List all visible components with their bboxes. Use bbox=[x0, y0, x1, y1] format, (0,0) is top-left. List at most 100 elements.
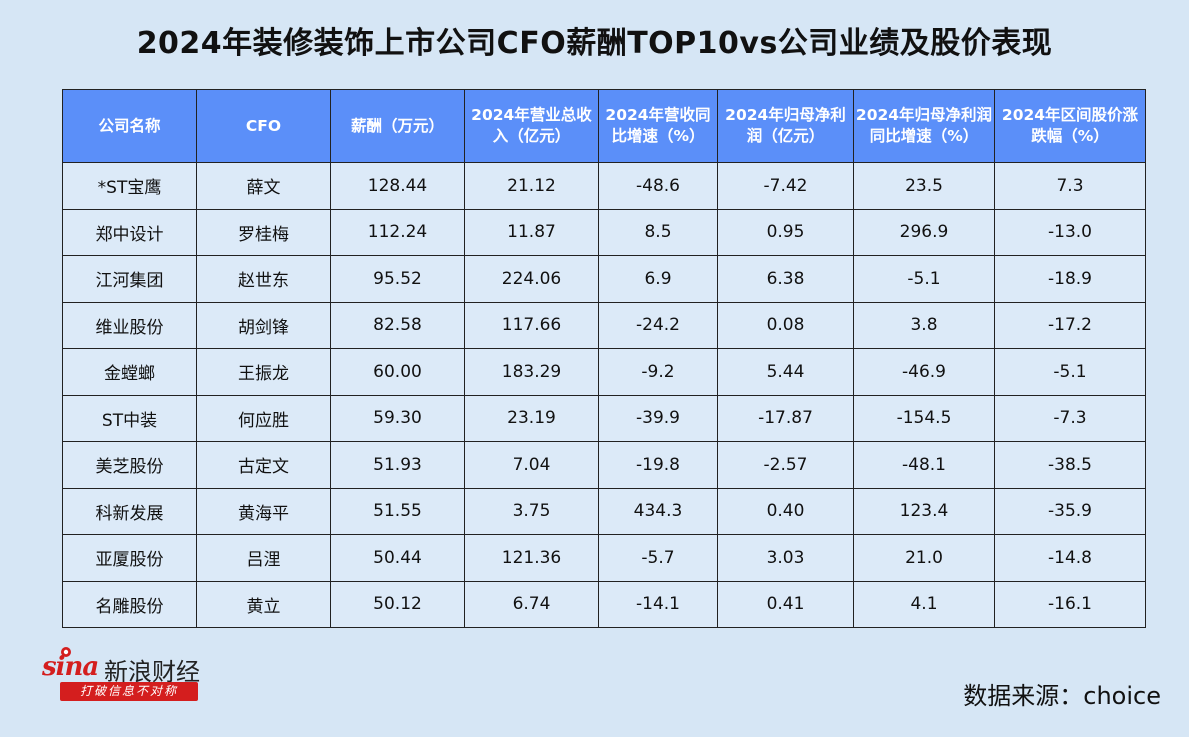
table-cell: 117.66 bbox=[464, 301, 599, 349]
table-cell: 50.12 bbox=[330, 580, 465, 628]
table-cell: 434.3 bbox=[598, 487, 718, 535]
table-cell: 51.93 bbox=[330, 441, 465, 489]
table-cell: 123.4 bbox=[853, 487, 995, 535]
table-row: ST中装 何应胜 59.30 23.19 -39.9 -17.87 -154.5 -7.3 bbox=[62, 394, 1146, 442]
table-row: 美芝股份 古定文 51.93 7.04 -19.8 -2.57 -48.1 -38.5 bbox=[62, 441, 1146, 489]
table-row: 科新发展 黄海平 51.55 3.75 434.3 0.40 123.4 -35.9 bbox=[62, 487, 1146, 535]
logo-brand-text: sina bbox=[42, 652, 99, 682]
table-row: 江河集团 赵世东 95.52 224.06 6.9 6.38 -5.1 -18.9 bbox=[62, 255, 1146, 303]
table-cell: -5.1 bbox=[994, 348, 1146, 396]
table-cell: 0.40 bbox=[717, 487, 854, 535]
table-cell: 0.95 bbox=[717, 208, 854, 256]
table-cell: -5.1 bbox=[853, 255, 995, 303]
table-header-row: 公司名称 CFO 薪酬（万元） 2024年营业总收入（亿元） 2024年营收同比增速（%… bbox=[62, 89, 1146, 163]
table-cell: 何应胜 bbox=[196, 394, 331, 442]
table-cell: -48.6 bbox=[598, 162, 718, 210]
table-cell: 维业股份 bbox=[62, 301, 197, 349]
table-cell: 51.55 bbox=[330, 487, 465, 535]
table-row: 维业股份 胡剑锋 82.58 117.66 -24.2 0.08 3.8 -17.2 bbox=[62, 301, 1146, 349]
column-header: 2024年归母净利润（亿元） bbox=[717, 89, 854, 163]
column-header: 2024年归母净利润同比增速（%） bbox=[853, 89, 995, 163]
column-header: 2024年营业总收入（亿元） bbox=[464, 89, 599, 163]
table-cell: 0.41 bbox=[717, 580, 854, 628]
table-cell: 王振龙 bbox=[196, 348, 331, 396]
table-cell: 128.44 bbox=[330, 162, 465, 210]
table-cell: 古定文 bbox=[196, 441, 331, 489]
table-cell: -17.87 bbox=[717, 394, 854, 442]
sina-eye-icon bbox=[61, 647, 71, 657]
table-cell: 吕浬 bbox=[196, 534, 331, 582]
table-cell: 60.00 bbox=[330, 348, 465, 396]
table-cell: -14.1 bbox=[598, 580, 718, 628]
table-cell: 95.52 bbox=[330, 255, 465, 303]
table-cell: 名雕股份 bbox=[62, 580, 197, 628]
table-cell: 82.58 bbox=[330, 301, 465, 349]
table-cell: -35.9 bbox=[994, 487, 1146, 535]
table-cell: 6.74 bbox=[464, 580, 599, 628]
table-cell: 7.04 bbox=[464, 441, 599, 489]
table-cell: 5.44 bbox=[717, 348, 854, 396]
table-cell: *ST宝鹰 bbox=[62, 162, 197, 210]
table-cell: 7.3 bbox=[994, 162, 1146, 210]
data-source-note: 数据来源：choice bbox=[963, 682, 1161, 710]
table-cell: 0.08 bbox=[717, 301, 854, 349]
table-cell: -17.2 bbox=[994, 301, 1146, 349]
table-cell: -9.2 bbox=[598, 348, 718, 396]
table-row: 金螳螂 王振龙 60.00 183.29 -9.2 5.44 -46.9 -5.1 bbox=[62, 348, 1146, 396]
table-cell: 296.9 bbox=[853, 208, 995, 256]
table-cell: 胡剑锋 bbox=[196, 301, 331, 349]
table-cell: 黄立 bbox=[196, 580, 331, 628]
column-header: 2024年区间股价涨跌幅（%） bbox=[994, 89, 1146, 163]
table-cell: -24.2 bbox=[598, 301, 718, 349]
table-cell: 183.29 bbox=[464, 348, 599, 396]
table-cell: -13.0 bbox=[994, 208, 1146, 256]
column-header: 公司名称 bbox=[62, 89, 197, 163]
table-cell: 21.12 bbox=[464, 162, 599, 210]
logo-slogan: 打破信息不对称 bbox=[60, 682, 198, 701]
table-cell: 6.38 bbox=[717, 255, 854, 303]
column-header: CFO bbox=[196, 89, 331, 163]
table-cell: 江河集团 bbox=[62, 255, 197, 303]
table-cell: 3.03 bbox=[717, 534, 854, 582]
table-cell: -19.8 bbox=[598, 441, 718, 489]
table-cell: -5.7 bbox=[598, 534, 718, 582]
data-table: 公司名称 CFO 薪酬（万元） 2024年营业总收入（亿元） 2024年营收同比增速（%… bbox=[62, 89, 1146, 628]
table-cell: -7.3 bbox=[994, 394, 1146, 442]
table-cell: 121.36 bbox=[464, 534, 599, 582]
table-cell: 112.24 bbox=[330, 208, 465, 256]
table-cell: 59.30 bbox=[330, 394, 465, 442]
table-cell: -14.8 bbox=[994, 534, 1146, 582]
table-cell: 224.06 bbox=[464, 255, 599, 303]
table-cell: 金螳螂 bbox=[62, 348, 197, 396]
table-cell: 11.87 bbox=[464, 208, 599, 256]
table-cell: 4.1 bbox=[853, 580, 995, 628]
table-cell: -39.9 bbox=[598, 394, 718, 442]
table-cell: 3.75 bbox=[464, 487, 599, 535]
table-cell: 薛文 bbox=[196, 162, 331, 210]
table-cell: 亚厦股份 bbox=[62, 534, 197, 582]
page-title: 2024年装修装饰上市公司CFO薪酬TOP10vs公司业绩及股价表现 bbox=[136, 26, 1053, 61]
logo-name-text: 新浪财经 bbox=[104, 658, 200, 686]
table-cell: 23.19 bbox=[464, 394, 599, 442]
table-cell: 黄海平 bbox=[196, 487, 331, 535]
table-row: 名雕股份 黄立 50.12 6.74 -14.1 0.41 4.1 -16.1 bbox=[62, 580, 1146, 628]
sina-finance-logo: sina 新浪财经 打破信息不对称 bbox=[38, 646, 208, 702]
table-cell: 郑中设计 bbox=[62, 208, 197, 256]
table-cell: -48.1 bbox=[853, 441, 995, 489]
table-cell: -18.9 bbox=[994, 255, 1146, 303]
table-cell: 赵世东 bbox=[196, 255, 331, 303]
table-cell: 8.5 bbox=[598, 208, 718, 256]
table-row: *ST宝鹰 薛文 128.44 21.12 -48.6 -7.42 23.5 7.3 bbox=[62, 162, 1146, 210]
table-cell: 6.9 bbox=[598, 255, 718, 303]
table-cell: ST中装 bbox=[62, 394, 197, 442]
table-cell: -38.5 bbox=[994, 441, 1146, 489]
table-row: 亚厦股份 吕浬 50.44 121.36 -5.7 3.03 21.0 -14.8 bbox=[62, 534, 1146, 582]
table-cell: 3.8 bbox=[853, 301, 995, 349]
table-cell: 罗桂梅 bbox=[196, 208, 331, 256]
table-cell: 21.0 bbox=[853, 534, 995, 582]
table-cell: 50.44 bbox=[330, 534, 465, 582]
table-cell: -154.5 bbox=[853, 394, 995, 442]
table-row: 郑中设计 罗桂梅 112.24 11.87 8.5 0.95 296.9 -13.0 bbox=[62, 208, 1146, 256]
table-cell: -16.1 bbox=[994, 580, 1146, 628]
table-body: *ST宝鹰 薛文 128.44 21.12 -48.6 -7.42 23.5 7.3 郑中设计罗… bbox=[62, 162, 1146, 628]
